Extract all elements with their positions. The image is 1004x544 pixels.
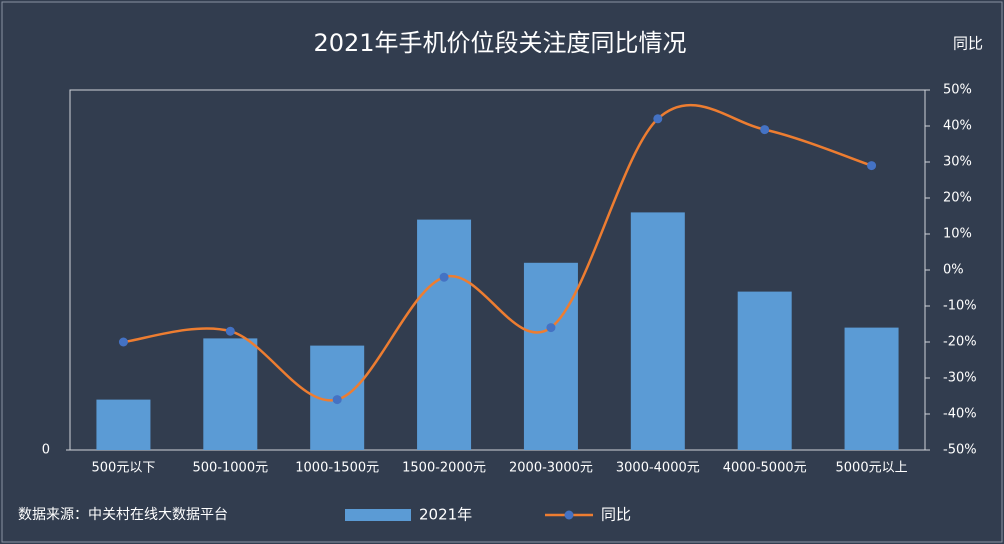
x-tick-label: 2000-3000元	[509, 461, 593, 476]
x-tick-label: 500-1000元	[193, 461, 269, 476]
x-tick-label: 1000-1500元	[295, 461, 379, 476]
y2-tick-label: 50%	[943, 83, 972, 98]
bar	[96, 399, 151, 450]
y2-tick-label: 20%	[943, 191, 972, 206]
line-marker	[439, 272, 449, 282]
y2-tick-label: -20%	[943, 335, 977, 350]
y2-tick-label: -10%	[943, 299, 977, 314]
y2-tick-label: 10%	[943, 227, 972, 242]
bar	[844, 327, 899, 450]
line	[123, 103, 872, 402]
chart-title: 2021年手机价位段关注度同比情况	[313, 29, 686, 57]
y2-tick-label: -50%	[943, 443, 977, 458]
x-tick-label: 4000-5000元	[723, 461, 807, 476]
y2-axis-title: 同比	[953, 35, 983, 53]
x-tick-label: 1500-2000元	[402, 461, 486, 476]
x-tick-label: 5000元以上	[836, 461, 908, 476]
y2-tick-label: -40%	[943, 407, 977, 422]
legend-label: 2021年	[419, 506, 472, 524]
bar	[203, 338, 258, 450]
bar	[737, 291, 792, 450]
line-marker	[118, 337, 128, 347]
legend-marker	[564, 510, 574, 520]
line-marker	[225, 326, 235, 336]
bar	[523, 262, 578, 450]
y2-tick-label: 30%	[943, 155, 972, 170]
source-note: 数据来源：中关村在线大数据平台	[18, 507, 228, 523]
x-tick-label: 3000-4000元	[616, 461, 700, 476]
y-tick-label: 0	[42, 443, 50, 458]
bar	[630, 212, 685, 450]
line-marker	[332, 395, 342, 405]
x-tick-label: 500元以下	[92, 461, 156, 476]
line-marker	[867, 161, 877, 171]
y2-tick-label: -30%	[943, 371, 977, 386]
line-marker	[760, 125, 770, 135]
legend-label: 同比	[601, 506, 631, 524]
legend-swatch	[345, 509, 411, 521]
bar	[417, 219, 472, 450]
line-marker	[653, 114, 663, 124]
y2-tick-label: 0%	[943, 263, 964, 278]
y2-tick-label: 40%	[943, 119, 972, 134]
line-marker	[546, 323, 556, 333]
